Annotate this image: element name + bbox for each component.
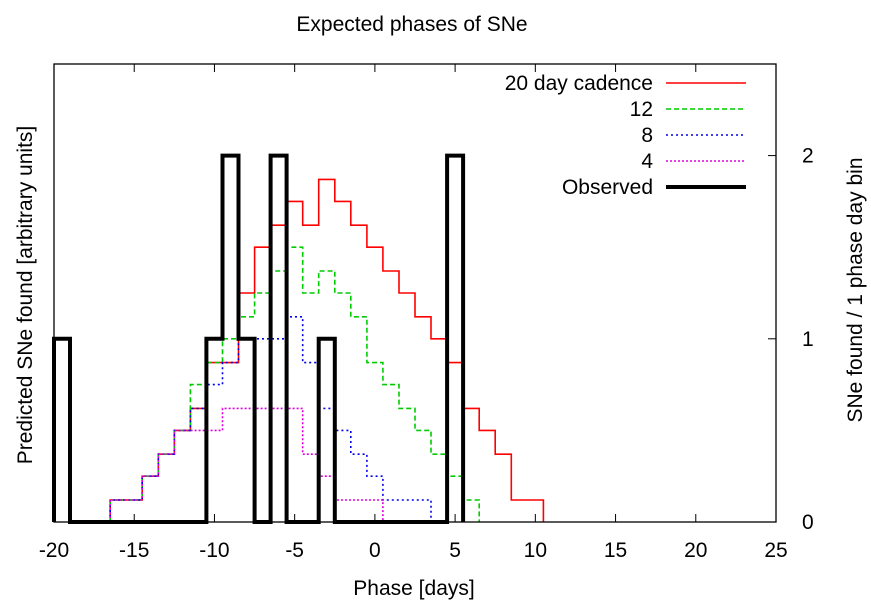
- x-tick-label: 10: [524, 539, 547, 562]
- chart-title: Expected phases of SNe: [296, 13, 527, 36]
- plot-frame: [53, 63, 777, 523]
- x-axis-label: Phase [days]: [353, 577, 474, 600]
- x-tick-label: 20: [684, 539, 707, 562]
- x-tick-label: 5: [449, 539, 461, 562]
- y2-axis-label: SNe found / 1 phase day bin: [844, 157, 867, 422]
- x-tick-label: 15: [604, 539, 627, 562]
- x-tick-label: 0: [369, 539, 381, 562]
- x-tick-label: 25: [764, 539, 787, 562]
- series-line-3: [109, 407, 384, 522]
- x-tick-label: -15: [119, 539, 149, 562]
- y-axis-label: Predicted SNe found [arbitrary units]: [14, 126, 37, 465]
- y2-tick-label: 1: [802, 328, 814, 351]
- series-layer: [52, 153, 545, 524]
- legend: 20 day cadence 12 8 4 Observed: [505, 72, 746, 199]
- x-tick-label: -20: [39, 539, 69, 562]
- legend-label: Observed: [562, 176, 653, 199]
- legend-label: 20 day cadence: [505, 72, 653, 95]
- x-tick-label: -5: [285, 539, 304, 562]
- y2-tick-label: 2: [802, 145, 814, 168]
- legend-label: 4: [641, 150, 653, 173]
- series-line-1: [109, 246, 480, 522]
- x-tick-label: -10: [199, 539, 229, 562]
- legend-label: 12: [630, 98, 653, 121]
- legend-label: 8: [641, 124, 653, 147]
- y2-tick-label: 0: [802, 511, 814, 534]
- series-line-0: [109, 178, 545, 522]
